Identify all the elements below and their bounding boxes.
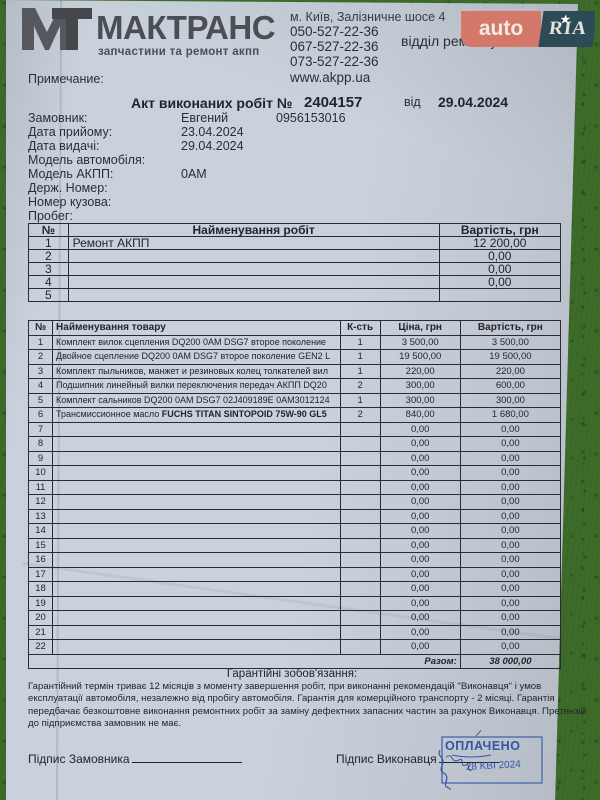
svg-text:ОПЛАЧЕНО: ОПЛАЧЕНО: [445, 739, 520, 753]
svg-text:28 KBI 2024: 28 KBI 2024: [466, 759, 522, 773]
